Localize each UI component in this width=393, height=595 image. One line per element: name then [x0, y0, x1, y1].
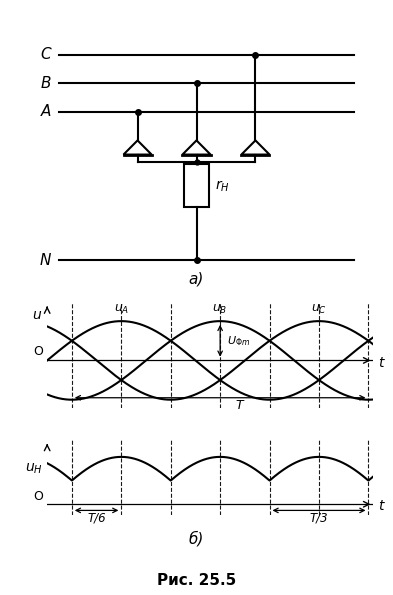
Text: A: A [41, 104, 51, 120]
Text: O: O [34, 346, 44, 358]
Text: C: C [40, 47, 51, 62]
Text: t: t [378, 499, 384, 513]
Text: B: B [40, 76, 51, 91]
Bar [184, 164, 209, 207]
Text: T: T [235, 399, 243, 412]
Text: t: t [378, 356, 384, 369]
Text: б): б) [189, 531, 204, 546]
Text: $r_H$: $r_H$ [215, 178, 230, 193]
Text: $U_{\Phi m}$: $U_{\Phi m}$ [227, 334, 250, 347]
Text: $u_B$: $u_B$ [213, 303, 228, 317]
Text: T/6: T/6 [87, 511, 106, 524]
Text: $u_H$: $u_H$ [25, 462, 43, 476]
Text: u: u [32, 308, 41, 322]
Text: $u_C$: $u_C$ [311, 303, 327, 317]
Text: а): а) [189, 271, 204, 286]
Text: N: N [40, 253, 51, 268]
Text: O: O [34, 490, 44, 503]
Text: T/3: T/3 [310, 511, 328, 524]
Text: Рис. 25.5: Рис. 25.5 [157, 572, 236, 588]
Text: $u_A$: $u_A$ [114, 303, 129, 317]
